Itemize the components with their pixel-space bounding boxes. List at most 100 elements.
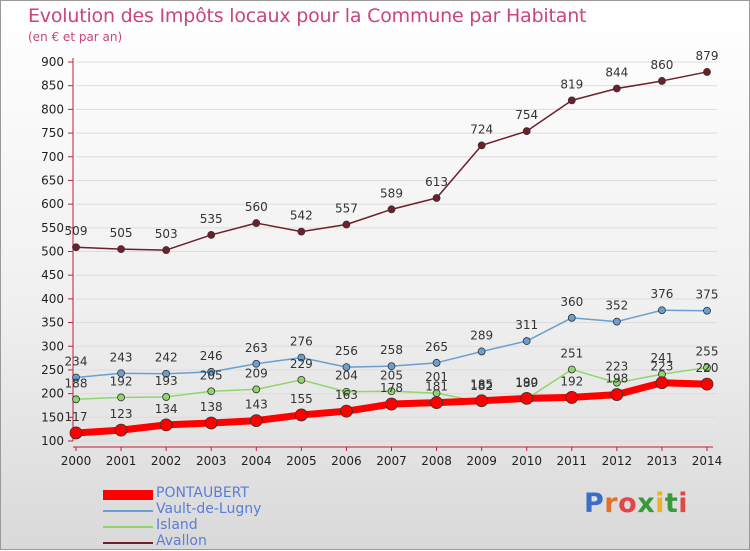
data-label: 560 <box>245 200 268 214</box>
x-tick-label: 2008 <box>421 454 452 468</box>
chart-title: Evolution des Impôts locaux pour la Comm… <box>28 5 587 27</box>
data-point <box>340 404 353 418</box>
legend-swatch <box>103 542 153 544</box>
data-point <box>658 306 666 315</box>
data-label: 143 <box>245 398 268 412</box>
proxiti-logo: Proxiti <box>584 488 688 519</box>
data-point <box>117 393 125 402</box>
data-label: 223 <box>650 360 673 374</box>
data-point <box>703 68 711 76</box>
data-label: 276 <box>290 335 313 349</box>
data-label: 241 <box>650 351 673 365</box>
data-label: 311 <box>515 318 538 332</box>
data-label: 505 <box>110 226 133 240</box>
data-label: 155 <box>290 392 313 406</box>
data-point <box>610 388 624 401</box>
data-point <box>567 313 576 322</box>
data-label: 754 <box>515 108 538 122</box>
legend-swatch <box>103 490 153 500</box>
y-tick-label: 700 <box>41 150 64 164</box>
y-tick-label: 550 <box>41 221 64 235</box>
x-tick-label: 2009 <box>466 454 497 468</box>
data-point <box>207 231 216 239</box>
data-label: 209 <box>245 366 268 380</box>
x-tick-label: 2010 <box>511 454 542 468</box>
data-point <box>387 205 396 214</box>
y-tick-label: 400 <box>41 292 64 306</box>
data-point <box>342 220 351 229</box>
data-label: 178 <box>380 381 403 395</box>
data-point <box>342 363 351 371</box>
series-line <box>75 71 708 251</box>
x-tick-label: 2006 <box>331 454 362 468</box>
data-point <box>522 127 531 136</box>
data-point <box>567 365 576 374</box>
data-label: 263 <box>245 341 268 355</box>
data-label: 204 <box>335 369 358 383</box>
data-label: 352 <box>605 299 628 313</box>
data-point <box>703 306 711 315</box>
y-tick-label: 150 <box>41 410 64 424</box>
x-tick-label: 2005 <box>286 454 317 468</box>
data-point <box>117 369 125 378</box>
data-point <box>207 367 216 376</box>
data-point <box>520 391 534 405</box>
legend-swatch <box>103 526 153 528</box>
data-label: 289 <box>470 328 493 342</box>
data-point <box>252 219 261 227</box>
data-point <box>430 396 443 410</box>
y-tick-label: 600 <box>41 197 64 211</box>
data-point <box>117 245 125 254</box>
data-point <box>72 395 80 404</box>
legend-swatch <box>103 510 153 512</box>
data-point <box>294 408 308 422</box>
data-label: 246 <box>200 349 223 363</box>
data-label: 181 <box>425 380 448 394</box>
data-point <box>655 376 669 390</box>
x-tick-label: 2003 <box>196 454 227 468</box>
data-point <box>297 375 306 384</box>
data-point <box>432 358 441 367</box>
data-point <box>162 393 171 401</box>
data-label: 205 <box>200 368 223 382</box>
data-point <box>204 416 218 430</box>
data-point <box>522 337 531 345</box>
logo-letter: i <box>655 488 665 519</box>
data-point <box>114 423 128 437</box>
y-tick-label: 850 <box>41 79 64 93</box>
logo-letter: x <box>637 488 656 519</box>
logo-letter: r <box>604 488 619 519</box>
data-label: 251 <box>560 346 583 360</box>
data-label: 117 <box>65 410 88 424</box>
data-point <box>567 96 576 105</box>
y-tick-label: 250 <box>41 363 64 377</box>
data-label: 190 <box>515 375 538 389</box>
data-label: 188 <box>65 376 88 390</box>
logo-letter: i <box>678 488 689 519</box>
y-tick-label: 200 <box>41 387 64 401</box>
data-label: 242 <box>155 351 178 365</box>
data-point <box>477 141 486 150</box>
data-label: 589 <box>380 186 403 200</box>
data-label: 189 <box>515 376 538 390</box>
x-tick-label: 2000 <box>61 454 92 468</box>
data-point <box>387 362 396 371</box>
y-tick-label: 450 <box>41 268 64 282</box>
y-tick-label: 100 <box>41 434 64 448</box>
data-point <box>477 347 486 356</box>
data-label: 819 <box>560 77 583 91</box>
data-label: 193 <box>155 374 178 388</box>
data-label: 557 <box>335 201 358 215</box>
data-label: 503 <box>155 227 178 241</box>
x-tick-label: 2012 <box>602 454 633 468</box>
data-point <box>297 353 306 362</box>
data-point <box>249 414 263 428</box>
x-tick-label: 2002 <box>151 454 182 468</box>
data-label: 255 <box>696 345 719 359</box>
data-point <box>252 385 261 394</box>
data-label: 613 <box>425 175 448 189</box>
chart-subtitle: (en € et par an) <box>28 30 123 44</box>
data-point <box>612 317 621 326</box>
data-label: 243 <box>110 350 133 364</box>
